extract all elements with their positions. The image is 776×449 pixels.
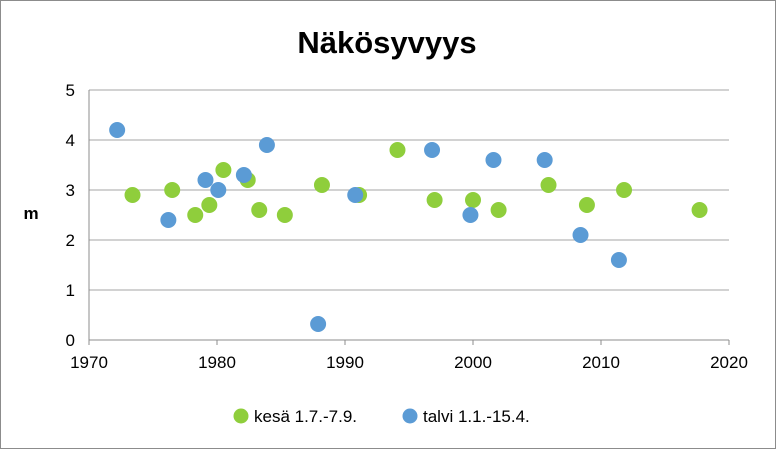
- point-kesa-11: [426, 192, 443, 208]
- point-talvi-7: [347, 187, 364, 203]
- y-tick-5: 5: [66, 81, 75, 100]
- y-tick-1: 1: [66, 281, 75, 300]
- point-kesa-0: [124, 187, 141, 203]
- point-talvi-11: [536, 152, 553, 168]
- legend: kesä 1.7.-7.9. talvi 1.1.-15.4.: [233, 407, 530, 426]
- data-points: [109, 122, 708, 332]
- x-tick-labels: 1970 1980 1990 2000 2010 2020: [70, 353, 748, 372]
- point-kesa-15: [578, 197, 595, 213]
- x-tick-1970: 1970: [70, 353, 108, 372]
- x-tick-2010: 2010: [582, 353, 620, 372]
- point-talvi-10: [485, 152, 502, 168]
- point-kesa-6: [251, 202, 268, 218]
- point-talvi-9: [462, 207, 479, 223]
- y-tick-labels: 0 1 2 3 4 5: [66, 81, 75, 350]
- axes: [88, 90, 730, 345]
- point-talvi-4: [235, 167, 252, 183]
- point-kesa-10: [389, 142, 406, 158]
- point-kesa-3: [201, 197, 218, 213]
- point-kesa-1: [164, 182, 181, 198]
- point-talvi-12: [572, 227, 589, 243]
- point-talvi-3: [210, 182, 227, 198]
- point-kesa-16: [616, 182, 633, 198]
- point-kesa-12: [465, 192, 481, 208]
- y-tick-3: 3: [66, 181, 75, 200]
- x-tick-2020: 2020: [710, 353, 748, 372]
- legend-label-talvi: talvi 1.1.-15.4.: [423, 407, 530, 426]
- point-talvi-0: [109, 122, 126, 138]
- point-talvi-8: [424, 142, 441, 158]
- point-talvi-1: [160, 212, 177, 228]
- point-kesa-7: [276, 207, 293, 223]
- x-tick-1980: 1980: [198, 353, 236, 372]
- chart-title: Näkösyvyys: [297, 25, 476, 60]
- point-kesa-14: [540, 177, 557, 193]
- y-tick-4: 4: [66, 131, 75, 150]
- y-tick-0: 0: [66, 331, 75, 350]
- legend-label-kesa: kesä 1.7.-7.9.: [254, 407, 357, 426]
- x-tick-1990: 1990: [326, 353, 364, 372]
- y-tick-2: 2: [66, 231, 75, 250]
- gridlines: [89, 89, 729, 291]
- point-talvi-6: [310, 316, 327, 332]
- point-talvi-2: [197, 172, 214, 188]
- point-kesa-8: [313, 177, 330, 193]
- point-kesa-4: [215, 162, 232, 178]
- point-kesa-2: [187, 207, 204, 223]
- legend-marker-talvi: [402, 408, 418, 424]
- y-axis-label: m: [23, 204, 38, 223]
- point-kesa-17: [691, 202, 708, 218]
- point-talvi-13: [610, 252, 627, 268]
- legend-marker-kesa: [233, 408, 249, 424]
- point-kesa-13: [490, 202, 507, 218]
- point-talvi-5: [258, 137, 275, 153]
- x-tick-2000: 2000: [454, 353, 492, 372]
